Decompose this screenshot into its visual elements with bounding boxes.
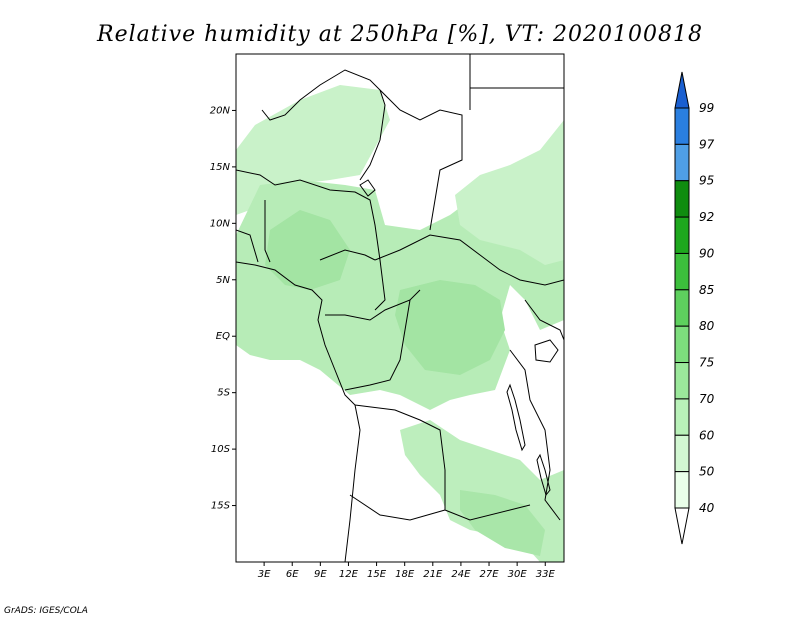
colorbar-level-label: 50 <box>699 465 715 479</box>
lon-tick-label: 27E <box>480 569 500 580</box>
colorbar-swatch <box>674 434 690 473</box>
coastline-west-africa <box>236 261 361 562</box>
colorbar-swatch <box>674 143 690 182</box>
lon-tick-label: 12E <box>339 569 359 580</box>
lat-tick-label: 15N <box>210 162 231 173</box>
border-segment-6 <box>374 234 564 286</box>
colorbar-level-label: 40 <box>699 501 715 515</box>
colorbar-swatch <box>674 471 690 509</box>
colorbar-level-label: 85 <box>699 283 714 297</box>
border-segment-13 <box>524 299 564 341</box>
lon-tick-label: 21E <box>423 569 443 580</box>
lon-tick-label: 9E <box>314 569 327 580</box>
lat-tick-label: 10S <box>211 444 231 455</box>
humidity-core-congo <box>395 280 505 375</box>
credit-label: GrADS: IGES/COLA <box>4 606 88 616</box>
colorbar-level-label: 60 <box>699 428 715 442</box>
border-segment-2 <box>261 69 386 181</box>
border-segment-12 <box>509 349 561 521</box>
latitude-axis: 20N 15N 10N 5N EQ 5S 10S 15S <box>210 105 236 512</box>
lon-tick-label: 3E <box>258 569 271 580</box>
colorbar-level-label: 70 <box>699 392 715 406</box>
colorbar-swatch <box>674 325 690 364</box>
border-segment-8 <box>325 289 421 321</box>
map-panel: 20N 15N 10N 5N EQ 5S 10S 15S 3E 6E 9E 12E 15E 18E 21E… <box>210 53 565 580</box>
colorbar-swatch <box>674 180 690 218</box>
colorbar-level-label: 80 <box>699 319 715 333</box>
lake-tanganyika <box>506 383 526 452</box>
lat-tick-label: 15S <box>211 501 231 512</box>
humidity-core-central <box>265 210 350 290</box>
border-segment-14 <box>264 200 271 263</box>
lon-tick-label: 6E <box>286 569 299 580</box>
lon-tick-label: 33E <box>536 569 556 580</box>
border-segment-10 <box>354 404 531 521</box>
colorbar: 99 97 95 92 90 85 80 75 70 60 50 40 <box>674 71 715 545</box>
map-title: Relative humidity at 250hPa [%], VT: 202… <box>96 22 703 47</box>
colorbar-level-label: 97 <box>699 137 715 151</box>
border-segment-15 <box>236 229 259 263</box>
country-borders <box>236 54 564 562</box>
colorbar-bottom-arrow <box>674 507 690 545</box>
humidity-area-east <box>455 120 564 265</box>
lat-tick-label: 10N <box>210 218 231 229</box>
lake-victoria <box>534 339 559 363</box>
lat-tick-label: 5N <box>216 275 230 286</box>
colorbar-swatch <box>674 362 690 400</box>
lat-tick-label: EQ <box>216 331 230 342</box>
map-border <box>235 53 565 563</box>
colorbar-swatch <box>674 107 690 145</box>
colorbar-level-label: 92 <box>699 210 714 224</box>
lake-malawi <box>536 453 551 497</box>
longitude-axis: 3E 6E 9E 12E 15E 18E 21E 24E 27E 30E 33E <box>258 562 556 580</box>
lon-tick-label: 24E <box>451 569 471 580</box>
lat-tick-label: 20N <box>210 105 231 116</box>
lake-chad <box>359 179 376 197</box>
colorbar-level-label: 95 <box>699 174 714 188</box>
lat-tick-label: 5S <box>217 388 230 399</box>
lon-tick-label: 18E <box>395 569 415 580</box>
border-segment-1 <box>236 169 386 311</box>
colorbar-level-label: 75 <box>699 356 714 370</box>
colorbar-level-label: 90 <box>699 246 715 260</box>
colorbar-swatch <box>674 398 690 436</box>
lon-tick-label: 30E <box>508 569 528 580</box>
colorbar-top-arrow <box>674 71 690 109</box>
colorbar-swatch <box>674 289 690 327</box>
colorbar-swatch <box>674 216 690 254</box>
border-segment-7 <box>319 249 376 261</box>
colorbar-swatch <box>674 252 690 291</box>
humidity-area-west <box>236 85 390 215</box>
lon-tick-label: 15E <box>367 569 387 580</box>
border-segment-9 <box>344 299 411 391</box>
border-segment-3 <box>379 89 463 231</box>
border-segment-11 <box>349 494 446 521</box>
colorbar-level-label: 99 <box>699 101 714 115</box>
